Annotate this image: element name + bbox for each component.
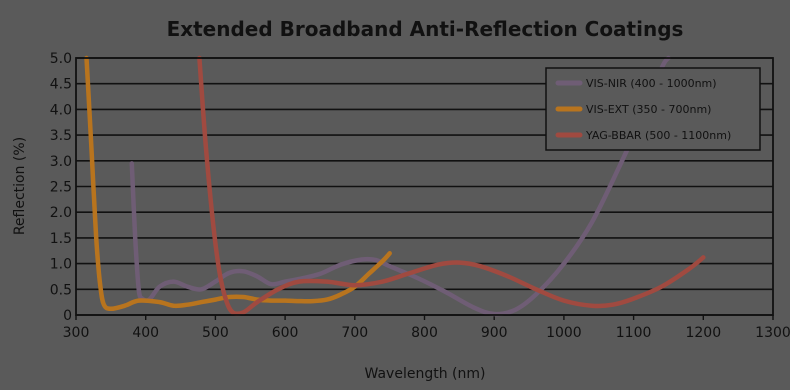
x-tick-label: 300 (63, 325, 90, 341)
legend: VIS-NIR (400 - 1000nm) VIS-EXT (350 - 700… (545, 67, 761, 151)
x-tick-label: 1200 (685, 325, 721, 341)
legend-label-1: VIS-EXT (350 - 700nm) (586, 103, 711, 116)
x-tick-label: 500 (202, 325, 229, 341)
plot-frame (75, 57, 774, 316)
y-tick-label: 3.5 (50, 128, 72, 144)
y-tick-label: 0.5 (50, 282, 72, 298)
x-tick-label: 600 (272, 325, 299, 341)
legend-label-0: VIS-NIR (400 - 1000nm) (586, 77, 717, 90)
y-tick-label: 2.0 (50, 205, 72, 221)
series-line-1 (84, 55, 392, 312)
series-line-2 (197, 55, 706, 317)
x-axis-label: Wavelength (nm) (365, 366, 486, 382)
y-tick-label: 1.0 (50, 257, 72, 273)
x-tick-label: 1100 (616, 325, 652, 341)
y-tick-label: 5.0 (50, 51, 72, 67)
series-layer (84, 55, 706, 317)
series-line-0 (129, 55, 671, 317)
y-tick-label: 0 (63, 308, 72, 324)
y-axis-label: Reflection (%) (12, 137, 28, 235)
chart-title: Extended Broadband Anti-Reflection Coati… (167, 17, 684, 41)
y-tick-label: 3.0 (50, 154, 72, 170)
x-tick-label: 900 (481, 325, 508, 341)
y-tick-label: 4.0 (50, 102, 72, 118)
axes: 0 0.5 1.0 1.5 2.0 2.5 3.0 3.5 4.0 4.5 5.0 300 400 500… (50, 51, 790, 341)
y-tick-label: 2.5 (50, 180, 72, 196)
x-tick-label: 1000 (546, 325, 582, 341)
x-tick-label: 800 (411, 325, 438, 341)
y-tick-label: 1.5 (50, 231, 72, 247)
x-tick-label: 1300 (755, 325, 790, 341)
x-tick-label: 700 (341, 325, 368, 341)
x-tick-label: 400 (132, 325, 159, 341)
legend-label-2: YAG-BBAR (500 - 1100nm) (585, 129, 731, 142)
y-tick-label: 4.5 (50, 77, 72, 93)
